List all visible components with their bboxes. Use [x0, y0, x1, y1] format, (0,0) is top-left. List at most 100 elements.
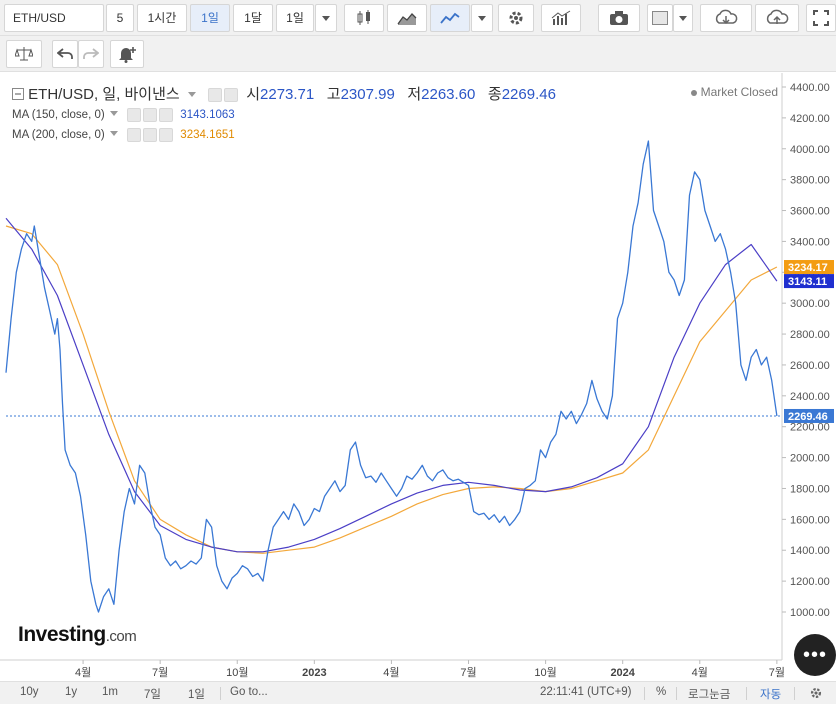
y-tick-label: 4000.00 [790, 144, 830, 156]
period-1d[interactable]: 1일 [188, 689, 205, 701]
more-options-button[interactable]: ••• [794, 634, 836, 676]
period-7d[interactable]: 7일 [144, 689, 161, 701]
eye-icon[interactable] [127, 128, 142, 142]
close-icon[interactable] [159, 128, 174, 142]
legend-title: ETH/USD, 일, 바이낸스 [28, 86, 180, 103]
add-alert-button[interactable] [110, 40, 144, 68]
eye-icon[interactable] [208, 88, 223, 103]
price-tag [784, 408, 834, 423]
x-tick-label: 4월 [692, 666, 708, 679]
x-tick-label: 2023 [302, 667, 326, 679]
open-value: 2273.71 [260, 86, 315, 103]
bottom-bar: 10y 1y 1m 7일 1일 Go to... 22:11:41 (UTC+9… [0, 681, 836, 704]
period-1y[interactable]: 1y [65, 686, 78, 698]
chevron-down-icon[interactable] [187, 92, 196, 97]
clock-time: 22:11:41 (UTC+9) [540, 686, 632, 698]
undo-icon [57, 48, 73, 59]
collapse-icon[interactable] [12, 88, 24, 100]
gear-icon[interactable] [143, 108, 158, 122]
fullscreen-button[interactable] [806, 4, 836, 32]
chevron-down-icon[interactable] [109, 111, 118, 117]
close-label: 종 [487, 86, 502, 103]
x-tick-label: 10월 [226, 666, 248, 679]
low-value: 2263.60 [421, 86, 476, 103]
ma150-label: MA (150, close, 0) [12, 109, 105, 122]
x-tick-label: 4월 [383, 666, 399, 679]
settings-button[interactable] [498, 4, 534, 32]
scales-icon [15, 47, 33, 61]
y-tick-label: 2200.00 [790, 422, 830, 434]
interval-1h[interactable]: 1시간 [137, 4, 187, 32]
market-status-text: Market Closed [700, 85, 778, 99]
gear-icon[interactable] [143, 128, 158, 142]
area-chart-button[interactable] [387, 4, 427, 32]
period-1m[interactable]: 1m [102, 686, 118, 698]
gear-icon[interactable] [809, 686, 823, 700]
divider [676, 687, 677, 700]
log-scale-toggle[interactable]: 로그눈금 [688, 689, 731, 701]
screenshot-button[interactable] [598, 4, 640, 32]
divider [794, 687, 795, 700]
high-value: 2307.99 [340, 86, 395, 103]
y-tick-label: 3000.00 [790, 298, 830, 310]
x-tick-label: 10월 [534, 666, 556, 679]
ma150-value: 3143.1063 [180, 109, 235, 122]
ma200-line [5, 225, 778, 554]
candlestick-icon [357, 10, 370, 25]
interval-selector[interactable]: 1일 [276, 4, 314, 32]
redo-button[interactable] [78, 40, 104, 68]
open-label: 시 [246, 86, 261, 103]
legend-ma150: MA (150, close, 0) 3143.1063 [12, 108, 235, 122]
period-10y[interactable]: 10y [20, 686, 39, 698]
ma200-label: MA (200, close, 0) [12, 129, 105, 142]
load-chart-button[interactable] [700, 4, 752, 32]
legend-ma200: MA (200, close, 0) 3234.1651 [12, 128, 235, 142]
camera-icon [610, 11, 628, 25]
save-chart-button[interactable] [755, 4, 799, 32]
line-chart-button[interactable] [430, 4, 470, 32]
interval-dropdown-button[interactable] [315, 4, 337, 32]
close-icon[interactable] [159, 108, 174, 122]
color-swatch-icon [652, 11, 668, 25]
y-tick-label: 2000.00 [790, 453, 830, 465]
interval-1d[interactable]: 1일 [190, 4, 230, 32]
x-tick-label: 7월 [152, 666, 168, 679]
status-dot-icon [690, 89, 697, 96]
ma150-line [5, 217, 778, 553]
y-tick-label: 1200.00 [790, 576, 830, 588]
ma150-controls [127, 108, 174, 122]
gear-icon[interactable] [224, 88, 239, 103]
x-tick-label: 7월 [460, 666, 476, 679]
more-dots-icon: ••• [802, 643, 827, 666]
price-tag-label: 3143.11 [788, 276, 827, 288]
auto-scale-toggle[interactable]: 자동 [760, 689, 782, 701]
color-picker-button[interactable] [647, 4, 673, 32]
compare-button[interactable] [6, 40, 42, 68]
y-tick-label: 1800.00 [790, 483, 830, 495]
percent-toggle[interactable]: % [656, 686, 667, 698]
symbol-input[interactable]: ETH/USD [4, 4, 104, 32]
divider [220, 687, 221, 700]
bell-plus-icon [119, 47, 136, 63]
undo-button[interactable] [52, 40, 78, 68]
interval-1mo[interactable]: 1달 [233, 4, 273, 32]
chevron-down-icon[interactable] [109, 131, 118, 137]
interval-5m[interactable]: 5 [106, 4, 134, 32]
indicators-icon [551, 10, 571, 25]
price-tag [784, 274, 834, 289]
market-status: Market Closed [690, 85, 778, 99]
price-tag-label: 2269.46 [788, 411, 828, 423]
chart-type-dropdown[interactable] [471, 4, 493, 32]
candlestick-chart-button[interactable] [344, 4, 384, 32]
price-chart[interactable]: 1000.00 1200.00 1400.00 1600.00 1800.00 2000.… [0, 73, 836, 681]
chart-area[interactable]: 1000.00 1200.00 1400.00 1600.00 1800.00 2000.… [0, 73, 836, 681]
indicators-button[interactable] [541, 4, 581, 32]
color-picker-dropdown[interactable] [673, 4, 693, 32]
x-tick-label: 4월 [75, 666, 91, 679]
main-toolbar: ETH/USD 5 1시간 1일 1달 1일 [0, 0, 836, 36]
line-chart-icon [440, 12, 460, 24]
cloud-upload-icon [766, 9, 789, 24]
eye-icon[interactable] [127, 108, 142, 122]
y-tick-label: 4400.00 [790, 82, 830, 94]
goto-button[interactable]: Go to... [230, 686, 268, 698]
